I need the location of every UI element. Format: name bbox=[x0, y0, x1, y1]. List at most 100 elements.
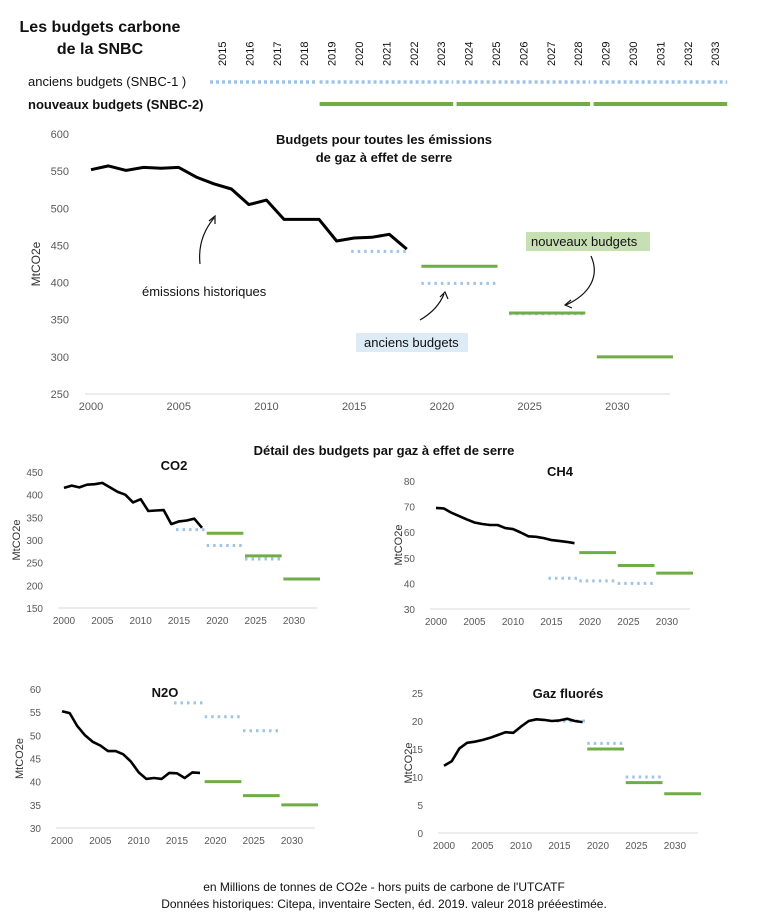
header-year-2021: 2021 bbox=[381, 42, 393, 66]
n2o-y-axis-label: MtCO2e bbox=[14, 738, 26, 779]
arrow-historical-head bbox=[208, 214, 216, 224]
fluores-y-tick-label: 0 bbox=[417, 829, 423, 840]
arrow-new-head bbox=[563, 299, 573, 309]
annotation-historical: émissions historiques bbox=[142, 284, 267, 299]
ch4-title: CH4 bbox=[547, 464, 574, 479]
total-y-tick-label: 450 bbox=[51, 240, 69, 252]
header-year-labels: 2015 2016 2017 2018 2019 2020 2021 2022 2023 2024… bbox=[217, 42, 722, 66]
header-year-2018: 2018 bbox=[299, 42, 311, 66]
total-x-tick-label: 2030 bbox=[605, 401, 629, 413]
co2-y-tick-label: 400 bbox=[26, 491, 43, 502]
n2o-y-tick-label: 35 bbox=[30, 801, 42, 812]
n2o-x-tick-label: 2010 bbox=[128, 836, 151, 847]
header-year-2024: 2024 bbox=[464, 42, 476, 66]
ch4-x-tick-label: 2015 bbox=[540, 617, 563, 628]
total-y-tick-label: 300 bbox=[51, 352, 69, 364]
co2-y-tick-label: 200 bbox=[26, 581, 43, 592]
ch4-y-tick-label: 50 bbox=[404, 554, 416, 565]
n2o-x-tick-label: 2005 bbox=[89, 836, 112, 847]
co2-y-tick-label: 450 bbox=[26, 468, 43, 479]
co2-x-tick-label: 2015 bbox=[168, 616, 191, 627]
co2-y-axis-label: MtCO2e bbox=[11, 520, 23, 561]
annotation-new: nouveaux budgets bbox=[531, 234, 638, 249]
header-year-2029: 2029 bbox=[601, 42, 613, 66]
n2o-historical-line bbox=[61, 709, 201, 781]
fluores-x-tick-label: 2020 bbox=[587, 841, 610, 852]
n2o-title: N2O bbox=[152, 685, 179, 700]
total-y-tick-label: 350 bbox=[51, 315, 69, 327]
total-x-tick-label: 2020 bbox=[430, 401, 454, 413]
total-x-tick-label: 2010 bbox=[254, 401, 278, 413]
header-year-2033: 2033 bbox=[710, 42, 722, 66]
co2-x-tick-label: 2005 bbox=[91, 616, 114, 627]
co2-x-tick-label: 2030 bbox=[283, 616, 306, 627]
annotation-new-background bbox=[526, 232, 650, 251]
chart-ch4: CH4 30 40 50 60 70 80 2000 2005 2010 2015 2020 2025 2… bbox=[393, 464, 693, 628]
ch4-y-tick-label: 80 bbox=[404, 477, 416, 488]
n2o-x-tick-label: 2000 bbox=[51, 836, 74, 847]
header-title-line1: Les budgets carbone bbox=[20, 19, 181, 36]
co2-y-tick-label: 300 bbox=[26, 536, 43, 547]
fluores-y-tick-label: 25 bbox=[412, 689, 424, 700]
footer-line2: Données historiques: Citepa, inventaire … bbox=[161, 897, 607, 911]
arrow-old bbox=[419, 293, 445, 321]
total-y-tick-label: 250 bbox=[51, 389, 69, 401]
total-x-tick-label: 2005 bbox=[166, 401, 190, 413]
total-title-line1: Budgets pour toutes les émissions bbox=[276, 132, 492, 147]
annotation-old: anciens budgets bbox=[364, 335, 459, 350]
n2o-x-tick-label: 2025 bbox=[243, 836, 266, 847]
header-year-2023: 2023 bbox=[436, 42, 448, 66]
co2-x-tick-label: 2000 bbox=[53, 616, 76, 627]
n2o-y-tick-label: 30 bbox=[30, 824, 42, 835]
header-year-2030: 2030 bbox=[628, 42, 640, 66]
ch4-x-tick-label: 2010 bbox=[502, 617, 525, 628]
fluores-x-tick-label: 2005 bbox=[471, 841, 494, 852]
ch4-y-tick-label: 30 bbox=[404, 605, 416, 616]
header-year-2025: 2025 bbox=[491, 42, 503, 66]
ch4-x-tick-label: 2020 bbox=[579, 617, 602, 628]
fluores-y-tick-label: 15 bbox=[412, 745, 424, 756]
co2-y-tick-label: 250 bbox=[26, 559, 43, 570]
main-annotations: émissions historiques anciens budgets no… bbox=[142, 214, 650, 352]
total-y-axis-label: MtCO2e bbox=[29, 241, 43, 286]
header-title-line2: de la SNBC bbox=[57, 41, 144, 58]
header-year-2027: 2027 bbox=[546, 42, 558, 66]
footer-line1: en Millions de tonnes de CO2e - hors pui… bbox=[203, 880, 565, 894]
fluores-y-tick-label: 20 bbox=[412, 717, 424, 728]
arrow-old-head bbox=[439, 290, 449, 300]
fluores-x-tick-label: 2015 bbox=[548, 841, 571, 852]
legend-old-label: anciens budgets (SNBC-1 ) bbox=[28, 74, 186, 89]
total-x-tick-label: 2000 bbox=[79, 401, 103, 413]
header-year-2022: 2022 bbox=[409, 42, 421, 66]
co2-x-tick-label: 2025 bbox=[245, 616, 268, 627]
n2o-x-tick-label: 2015 bbox=[166, 836, 189, 847]
fluores-historical-line bbox=[443, 717, 583, 767]
header-year-2028: 2028 bbox=[573, 42, 585, 66]
fluores-y-tick-label: 10 bbox=[412, 773, 424, 784]
total-y-tick-label: 500 bbox=[51, 203, 69, 215]
header-year-2026: 2026 bbox=[518, 42, 530, 66]
co2-title: CO2 bbox=[161, 458, 188, 473]
legend-new-label: nouveaux budgets (SNBC-2) bbox=[28, 97, 204, 112]
n2o-x-tick-label: 2030 bbox=[281, 836, 304, 847]
fluores-y-axis-label: MtCO2e bbox=[403, 743, 415, 784]
chart-n2o: N2O 30 35 40 45 50 55 60 2000 2005 2010 2015 2020 202… bbox=[14, 685, 318, 847]
arrow-new bbox=[565, 255, 595, 306]
section-title: Détail des budgets par gaz à effet de se… bbox=[254, 443, 515, 458]
ch4-y-tick-label: 60 bbox=[404, 528, 416, 539]
header: Les budgets carbone de la SNBC 2015 2016 2… bbox=[20, 19, 728, 112]
header-year-2015: 2015 bbox=[217, 42, 229, 66]
total-x-tick-label: 2025 bbox=[517, 401, 541, 413]
header-year-2019: 2019 bbox=[327, 42, 339, 66]
header-year-2031: 2031 bbox=[655, 42, 667, 66]
n2o-x-tick-label: 2020 bbox=[204, 836, 227, 847]
ch4-x-tick-label: 2005 bbox=[463, 617, 486, 628]
total-y-tick-label: 400 bbox=[51, 278, 69, 290]
co2-x-tick-label: 2020 bbox=[206, 616, 229, 627]
total-y-tick-label: 550 bbox=[51, 166, 69, 178]
arrow-historical bbox=[199, 217, 215, 265]
n2o-y-tick-label: 40 bbox=[30, 778, 42, 789]
header-year-2016: 2016 bbox=[244, 42, 256, 66]
